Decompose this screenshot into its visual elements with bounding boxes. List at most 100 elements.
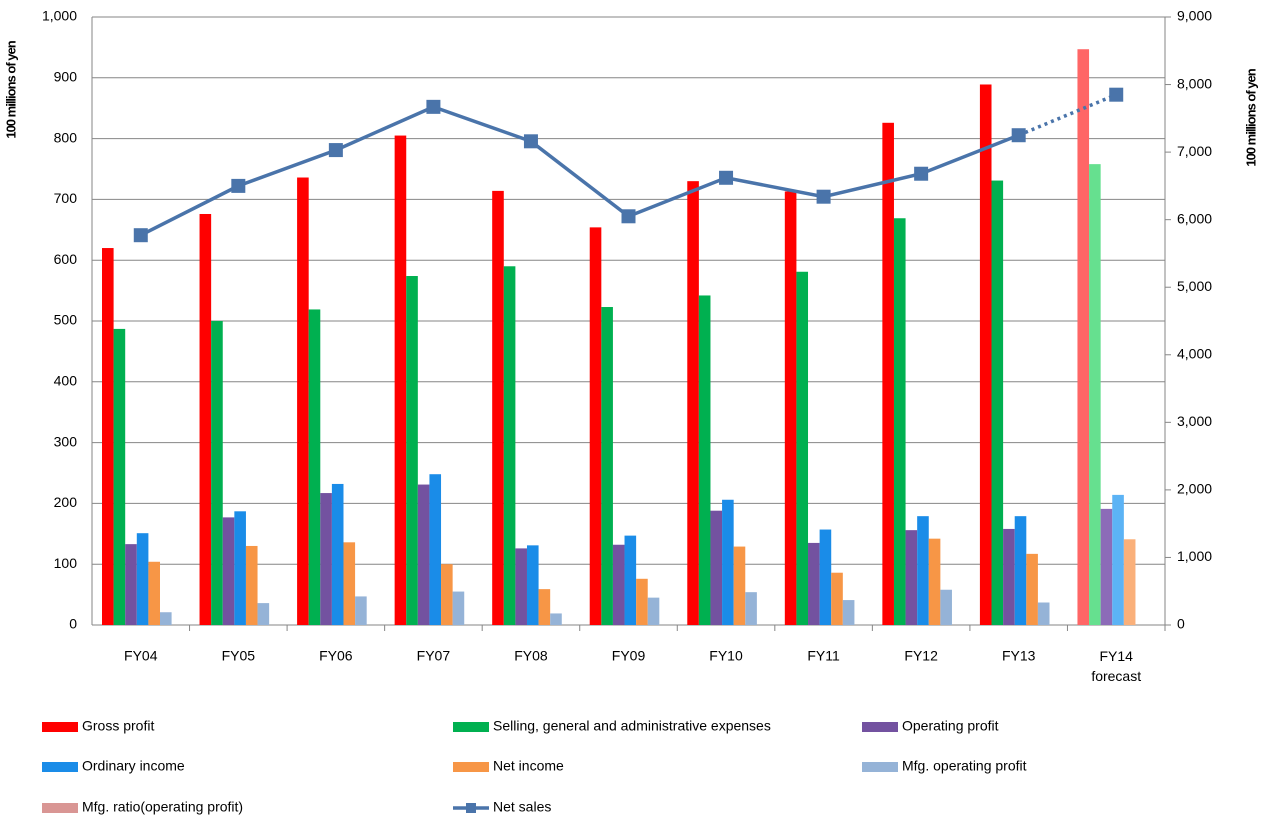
y-tick-label: 0 [69, 616, 77, 632]
x-tick-label: FY13 [1002, 648, 1036, 664]
forecast-line [1018, 93, 1117, 137]
bar [441, 564, 453, 625]
y-tick-label: 200 [54, 494, 78, 510]
y-tick-label: 100 [54, 555, 78, 571]
bar [636, 578, 648, 625]
bar [940, 589, 952, 625]
y-tick-label: 800 [54, 129, 78, 145]
bar [698, 295, 711, 625]
bar [245, 545, 258, 625]
line-marker [328, 143, 343, 158]
bar [882, 122, 894, 626]
bar [429, 474, 442, 625]
bar [612, 544, 625, 625]
bar [394, 135, 407, 625]
y2-tick-label: 7,000 [1177, 143, 1212, 159]
y2-tick-label: 8,000 [1177, 75, 1212, 91]
legend-label: Gross profit [82, 718, 154, 734]
bar [819, 529, 832, 625]
y-tick-label: 300 [54, 433, 78, 449]
x-tick-label: FY07 [417, 648, 451, 664]
bar [211, 321, 223, 625]
legend-marker [466, 803, 476, 813]
bar [234, 511, 246, 625]
y-tick-label: 400 [54, 373, 78, 389]
y-tick-label: 500 [54, 312, 78, 328]
bar [808, 542, 820, 625]
bar [647, 597, 660, 625]
y2-tick-label: 0 [1177, 616, 1185, 632]
bar [503, 266, 516, 625]
x-tick-label: FY09 [612, 648, 646, 664]
bar [722, 499, 734, 625]
bar [928, 538, 941, 625]
bar [257, 603, 270, 625]
bar [979, 84, 992, 626]
bar [136, 533, 149, 625]
bar [320, 493, 332, 625]
bar [1100, 508, 1113, 625]
bar [589, 227, 602, 626]
x-tick-label: FY14 forecast [1091, 648, 1141, 684]
bar [102, 248, 114, 626]
y2-tick-label: 3,000 [1177, 413, 1212, 429]
y2-axis-title: 100 millions of yen [1243, 68, 1258, 166]
x-tick-label: FY06 [319, 648, 353, 664]
bar [796, 271, 809, 625]
bar [624, 535, 637, 625]
x-tick-label: FY08 [514, 648, 548, 664]
legend-label: Mfg. operating profit [902, 758, 1027, 774]
bar [842, 600, 855, 625]
bar [1026, 553, 1038, 625]
legend-label: Ordinary income [82, 758, 185, 774]
legend-label: Net sales [493, 799, 551, 815]
x-tick-label: FY10 [709, 648, 743, 664]
y2-tick-label: 1,000 [1177, 548, 1212, 564]
legend-swatch [862, 762, 898, 772]
y2-tick-label: 5,000 [1177, 278, 1212, 294]
legend-swatch [42, 762, 78, 772]
y2-tick-label: 9,000 [1177, 8, 1212, 24]
bar [1112, 494, 1124, 625]
y-tick-label: 600 [54, 251, 78, 267]
bar [601, 307, 613, 625]
legend-swatch [42, 803, 78, 813]
bar [991, 180, 1004, 625]
bar [917, 516, 929, 625]
legend-label: Operating profit [902, 718, 999, 734]
bar [492, 190, 504, 625]
line-marker [1109, 87, 1124, 102]
y-tick-label: 900 [54, 69, 78, 85]
bar [160, 612, 172, 625]
bar [1014, 516, 1027, 625]
y-tick-label: 1,000 [42, 8, 77, 24]
x-tick-label: FY12 [904, 648, 938, 664]
bar [893, 218, 906, 626]
line-marker [914, 166, 929, 181]
line-marker [816, 189, 831, 204]
bar [406, 276, 418, 625]
bar [733, 546, 746, 625]
bar [417, 484, 430, 625]
legend-swatch [42, 722, 78, 732]
bar [526, 545, 539, 625]
legend-label: Selling, general and administrative expe… [493, 718, 771, 734]
bar [125, 544, 137, 625]
bar [515, 548, 527, 625]
bar [905, 530, 918, 625]
bar [1037, 602, 1050, 625]
bar [1003, 528, 1015, 625]
bar [222, 517, 235, 625]
bar [355, 596, 367, 625]
x-tick-label: FY05 [222, 648, 256, 664]
line-marker [621, 209, 636, 224]
bar [550, 613, 562, 625]
bar [687, 181, 699, 625]
line-marker [719, 170, 734, 185]
line-marker [523, 134, 538, 149]
legend-swatch [862, 722, 898, 732]
bar [538, 589, 551, 625]
line-marker [1011, 128, 1026, 143]
bar [148, 561, 160, 625]
